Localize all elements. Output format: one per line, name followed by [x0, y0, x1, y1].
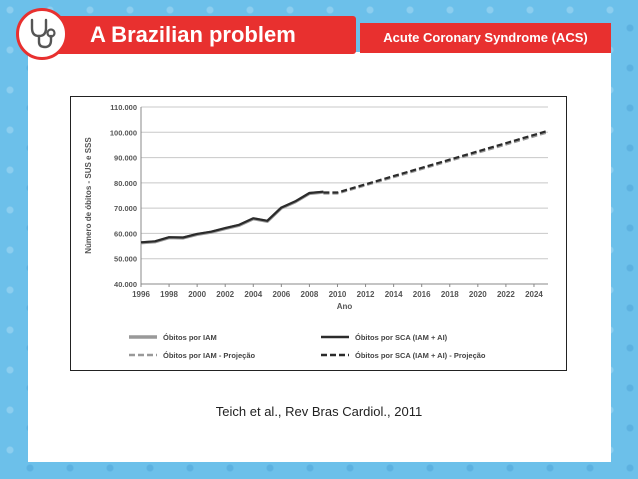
legend-label: Óbitos por SCA (IAM + AI) - Projeção: [355, 351, 486, 360]
x-tick-label: 2016: [413, 290, 431, 299]
x-tick-label: 2006: [272, 290, 290, 299]
stethoscope-icon: [16, 8, 68, 60]
x-tick-label: 2004: [244, 290, 262, 299]
y-tick-label: 80.000: [114, 179, 137, 188]
series-line-4: [323, 129, 549, 194]
slide-subtitle: Acute Coronary Syndrome (ACS): [383, 30, 588, 45]
deaths-line-chart: 40.000 50.000 60.000 70.000 80.000 90.000 100.…: [84, 103, 549, 360]
x-tick-label: 2022: [497, 290, 515, 299]
x-tick-label: 2012: [357, 290, 375, 299]
chart-frame: 40.000 50.000 60.000 70.000 80.000 90.000 100.…: [70, 96, 567, 371]
legend-label: Óbitos por IAM - Projeção: [163, 351, 256, 360]
x-tick-label: 2024: [525, 290, 543, 299]
slide-title: A Brazilian problem: [90, 22, 296, 47]
x-tick-label: 2020: [469, 290, 487, 299]
x-tick-label: 2014: [385, 290, 403, 299]
y-axis-title: Número de óbitos - SUS e SSS: [84, 137, 93, 254]
stethoscope-icon-glyph: [30, 18, 56, 49]
y-tick-label: 60.000: [114, 229, 137, 238]
y-tick-label: 70.000: [114, 204, 137, 213]
x-tick-label: 2008: [301, 290, 319, 299]
x-tick-label: 2010: [329, 290, 347, 299]
x-tick-label: 1998: [160, 290, 178, 299]
x-axis-title: Ano: [337, 302, 353, 311]
x-tick-label: 2002: [216, 290, 234, 299]
x-tick-label: 2018: [441, 290, 459, 299]
x-tick-label: 1996: [132, 290, 150, 299]
y-tick-label: 50.000: [114, 255, 137, 264]
y-tick-label: 100.000: [110, 128, 137, 137]
y-tick-label: 110.000: [110, 103, 137, 112]
subtitle-bar: Acute Coronary Syndrome (ACS): [360, 23, 611, 53]
citation: Teich et al., Rev Bras Cardiol., 2011: [215, 404, 423, 419]
title-bar: A Brazilian problem: [28, 16, 356, 54]
legend-label: Óbitos por SCA (IAM + AI): [355, 333, 448, 342]
y-tick-label: 40.000: [114, 280, 137, 289]
y-tick-label: 90.000: [114, 154, 137, 163]
x-tick-label: 2000: [188, 290, 206, 299]
legend-label: Óbitos por IAM: [163, 333, 217, 342]
series-line-2: [140, 190, 324, 244]
